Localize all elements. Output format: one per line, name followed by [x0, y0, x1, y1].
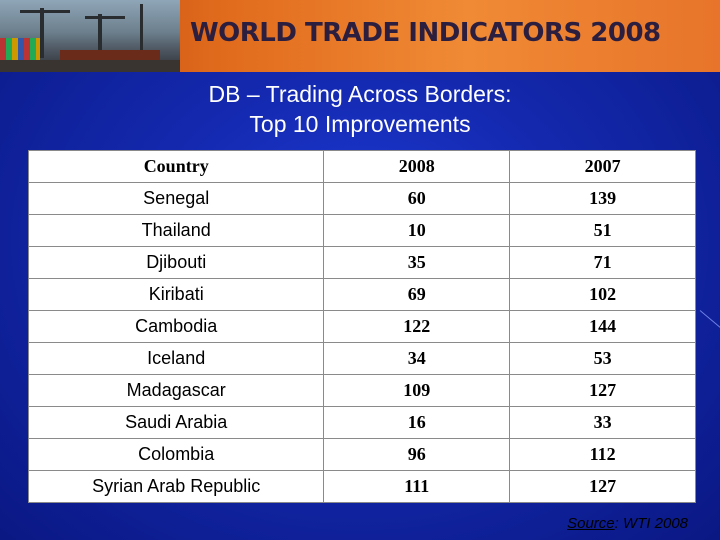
header-2007: 2007	[509, 150, 696, 183]
slide-title-line2: Top 10 Improvements	[249, 111, 471, 137]
table-row: Colombia 96 112	[27, 438, 696, 471]
header-country: Country	[27, 150, 325, 183]
cell-country: Iceland	[27, 342, 325, 375]
cell-2007: 112	[509, 438, 696, 471]
cell-2008: 109	[323, 374, 511, 407]
cell-country: Saudi Arabia	[27, 406, 325, 439]
improvements-table: Country 2008 2007 Senegal 60 139 Thailand 10…	[27, 150, 696, 503]
cell-country: Syrian Arab Republic	[27, 470, 325, 503]
cell-country: Senegal	[27, 182, 325, 215]
cell-2008: 111	[323, 470, 511, 503]
table-row: Saudi Arabia 16 33	[27, 406, 696, 439]
decorative-line	[699, 310, 720, 331]
table-body: Senegal 60 139 Thailand 10 51 Djibouti 35 71 Kiri…	[27, 182, 696, 503]
cell-2008: 69	[323, 278, 511, 311]
cell-2007: 53	[509, 342, 696, 375]
table-row: Thailand 10 51	[27, 214, 696, 247]
table-row: Syrian Arab Republic 111 127	[27, 470, 696, 503]
port-photo-image	[0, 0, 180, 72]
source-note: Source: WTI 2008	[567, 515, 688, 532]
cell-2007: 127	[509, 374, 696, 407]
cell-country: Cambodia	[27, 310, 325, 343]
slide-title-line1: DB – Trading Across Borders:	[208, 81, 512, 107]
cell-country: Djibouti	[27, 246, 325, 279]
cell-2008: 96	[323, 438, 511, 471]
cell-2008: 35	[323, 246, 511, 279]
source-label: Source	[567, 515, 615, 532]
table-row: Cambodia 122 144	[27, 310, 696, 343]
cell-2007: 51	[509, 214, 696, 247]
cell-country: Thailand	[27, 214, 325, 247]
cell-2007: 33	[509, 406, 696, 439]
table-row: Kiribati 69 102	[27, 278, 696, 311]
banner-title: WORLD TRADE INDICATORS 2008	[190, 18, 661, 48]
source-text: : WTI 2008	[614, 515, 688, 532]
table-row: Madagascar 109 127	[27, 374, 696, 407]
table-header-row: Country 2008 2007	[27, 150, 696, 183]
cell-2007: 144	[509, 310, 696, 343]
cell-2007: 102	[509, 278, 696, 311]
cell-2008: 16	[323, 406, 511, 439]
cell-country: Kiribati	[27, 278, 325, 311]
cell-2007: 71	[509, 246, 696, 279]
slide-title: DB – Trading Across Borders: Top 10 Impr…	[0, 79, 720, 139]
cell-2007: 139	[509, 182, 696, 215]
cell-country: Colombia	[27, 438, 325, 471]
header-2008: 2008	[323, 150, 511, 183]
table-row: Iceland 34 53	[27, 342, 696, 375]
cell-2008: 34	[323, 342, 511, 375]
cell-country: Madagascar	[27, 374, 325, 407]
header-banner: WORLD TRADE INDICATORS 2008	[0, 0, 720, 72]
cell-2007: 127	[509, 470, 696, 503]
cell-2008: 122	[323, 310, 511, 343]
cell-2008: 60	[323, 182, 511, 215]
table-row: Djibouti 35 71	[27, 246, 696, 279]
cell-2008: 10	[323, 214, 511, 247]
table-row: Senegal 60 139	[27, 182, 696, 215]
